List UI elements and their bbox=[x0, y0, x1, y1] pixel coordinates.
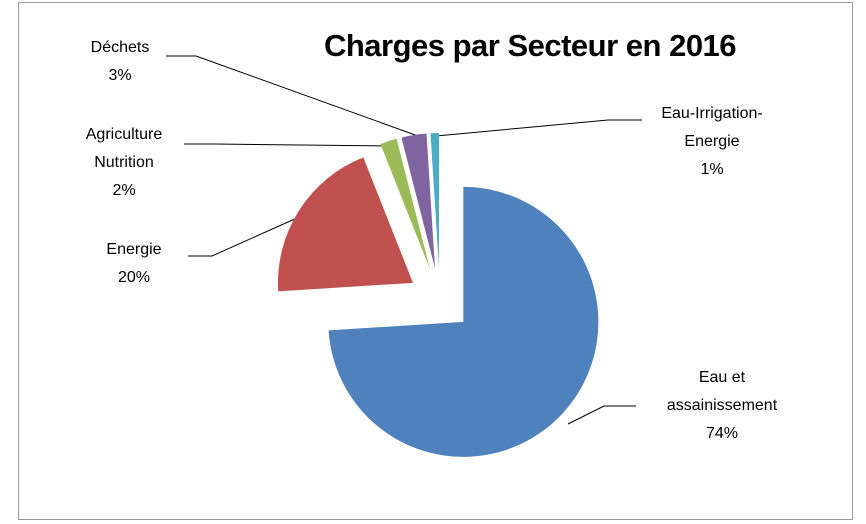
pie-slice bbox=[277, 157, 413, 292]
data-label: Eau-Irrigation-Energie 1% bbox=[647, 100, 777, 184]
leader-line bbox=[567, 405, 636, 425]
value-label: 3% bbox=[108, 67, 132, 84]
pie-slice bbox=[380, 138, 431, 270]
pie-slice bbox=[401, 133, 435, 269]
leader-line bbox=[184, 143, 389, 147]
value-label: 20% bbox=[117, 269, 151, 286]
category-label: Energie bbox=[106, 241, 162, 258]
value-label: 2% bbox=[112, 182, 136, 199]
pie-slice bbox=[430, 133, 439, 269]
leader-line bbox=[435, 119, 642, 137]
category-label: Eau et assainissement bbox=[666, 369, 778, 414]
value-label: 1% bbox=[700, 161, 724, 178]
data-label: Agriculture Nutrition 2% bbox=[64, 121, 184, 205]
pie-slice bbox=[328, 186, 599, 457]
data-label: Déchets 3% bbox=[75, 34, 165, 90]
chart-title: Charges par Secteur en 2016 bbox=[323, 28, 737, 63]
category-label: Déchets bbox=[90, 39, 150, 56]
data-label: Energie 20% bbox=[89, 236, 179, 292]
leader-lines bbox=[166, 55, 642, 425]
category-label: Agriculture Nutrition bbox=[85, 126, 163, 171]
category-label: Eau-Irrigation-Energie bbox=[661, 105, 763, 150]
value-label: 74% bbox=[705, 425, 739, 442]
leader-line bbox=[166, 55, 419, 137]
data-label: Eau et assainissement 74% bbox=[652, 364, 792, 448]
